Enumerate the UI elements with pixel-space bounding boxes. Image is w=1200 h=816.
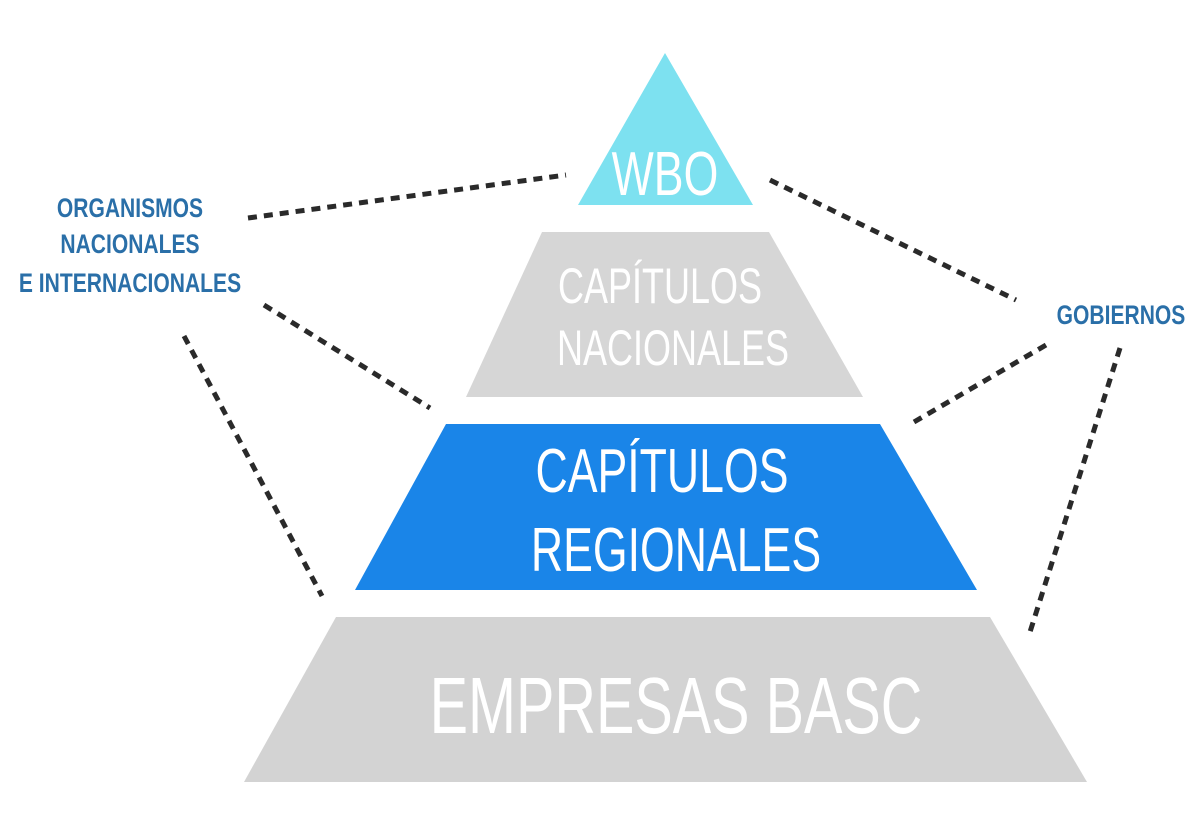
tier-wbo	[578, 53, 753, 205]
connector-left-to-wbo	[247, 172, 567, 221]
connector-lines	[181, 172, 1123, 633]
tier-capitulos-nacionales-label-line2: NACIONALES	[557, 321, 789, 376]
tier-capitulos-regionales-label-line1: CAPÍTULOS	[536, 437, 789, 506]
connector-wbo-to-right	[768, 177, 1018, 303]
left-label-line3: E INTERNACIONALES	[19, 269, 241, 299]
left-label-line2: NACIONALES	[60, 230, 199, 260]
connector-left-to-empresas	[181, 334, 325, 598]
right-label: GOBIERNOS	[1057, 301, 1186, 331]
tier-empresas-basc	[244, 617, 1087, 782]
connector-left-to-regionales	[262, 302, 432, 411]
tier-capitulos-nacionales	[466, 232, 863, 397]
left-label: ORGANISMOS NACIONALES E INTERNACIONALES	[19, 194, 241, 299]
connector-right-to-empresas	[1027, 347, 1123, 633]
pyramid: WBO CAPÍTULOS NACIONALES CAPÍTULOS REGIO…	[244, 53, 1087, 782]
tier-wbo-label: WBO	[612, 140, 719, 209]
left-label-line1: ORGANISMOS	[57, 194, 203, 224]
tier-capitulos-regionales	[355, 424, 977, 590]
tier-capitulos-nacionales-label-line1: CAPÍTULOS	[558, 258, 762, 314]
right-label-line1: GOBIERNOS	[1057, 301, 1186, 331]
tier-capitulos-regionales-label-line2: REGIONALES	[531, 516, 821, 585]
tier-empresas-basc-label: EMPRESAS BASC	[430, 661, 923, 751]
connector-right-to-regionales	[912, 342, 1048, 425]
